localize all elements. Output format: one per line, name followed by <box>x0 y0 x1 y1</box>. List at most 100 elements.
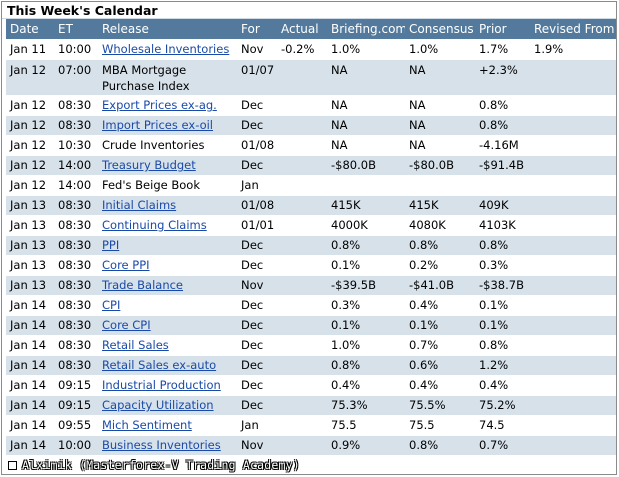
release-link[interactable]: CPI <box>102 298 121 312</box>
cell-consensus: 0.4% <box>405 295 475 316</box>
cell-prior: 4103K <box>475 215 530 236</box>
cell-briefing: 0.9% <box>327 435 405 456</box>
cell-date: Jan 14 <box>6 315 54 336</box>
release-link[interactable]: Treasury Budget <box>102 158 196 172</box>
cell-date: Jan 14 <box>6 295 54 316</box>
table-row: Jan 13 08:30 Continuing Claims 01/01 4000K 40… <box>6 215 616 236</box>
column-header-release: Release <box>98 19 237 39</box>
cell-consensus <box>405 175 475 196</box>
table-row: Jan 14 09:15 Capacity Utilization Dec 75.3% 7… <box>6 395 616 416</box>
cell-time: 08:30 <box>54 295 98 316</box>
cell-time: 10:00 <box>54 39 98 60</box>
release-link[interactable]: Core CPI <box>102 318 151 332</box>
cell-consensus: -$80.0B <box>405 155 475 176</box>
cell-for: Dec <box>237 95 277 116</box>
cell-briefing: 0.4% <box>327 375 405 396</box>
release-link[interactable]: Capacity Utilization <box>102 398 214 412</box>
cell-consensus: 75.5% <box>405 395 475 416</box>
cell-for: 01/07 <box>237 59 277 96</box>
cell-briefing: 75.5 <box>327 415 405 436</box>
cell-date: Jan 13 <box>6 255 54 276</box>
cell-date: Jan 14 <box>6 375 54 396</box>
release-link[interactable]: PPI <box>102 238 120 252</box>
cell-date: Jan 12 <box>6 135 54 156</box>
cell-for: Dec <box>237 235 277 256</box>
cell-revised-from <box>530 115 616 136</box>
cell-time: 08:30 <box>54 115 98 136</box>
release-link[interactable]: Continuing Claims <box>102 218 207 232</box>
cell-consensus: NA <box>405 115 475 136</box>
cell-release: Core PPI <box>98 255 237 276</box>
cell-date: Jan 12 <box>6 155 54 176</box>
release-link[interactable]: Mich Sentiment <box>102 418 192 432</box>
cell-actual <box>277 235 327 256</box>
cell-consensus: 0.1% <box>405 315 475 336</box>
table-row: Jan 13 08:30 Initial Claims 01/08 415K 415K 40… <box>6 195 616 216</box>
cell-time: 08:30 <box>54 95 98 116</box>
column-header-prior: Prior <box>475 19 530 39</box>
cell-for: Dec <box>237 335 277 356</box>
table-row: Jan 14 08:30 CPI Dec 0.3% 0.4% 0.1% <box>6 295 616 316</box>
cell-briefing: 0.3% <box>327 295 405 316</box>
cell-for: Dec <box>237 295 277 316</box>
release-link[interactable]: Export Prices ex-ag. <box>102 98 217 112</box>
cell-time: 08:30 <box>54 195 98 216</box>
table-body: Jan 11 10:00 Wholesale Inventories Nov -0.2%… <box>6 39 616 456</box>
cell-actual <box>277 395 327 416</box>
release-link[interactable]: Business Inventories <box>102 438 221 452</box>
table-row: Jan 13 08:30 Core PPI Dec 0.1% 0.2% 0.3% <box>6 255 616 276</box>
cell-release: Crude Inventories <box>98 135 237 156</box>
cell-revised-from <box>530 155 616 176</box>
table-row: Jan 12 07:00 MBA Mortgage Purchase Index 01… <box>6 59 616 96</box>
cell-release: MBA Mortgage Purchase Index <box>98 59 237 96</box>
cell-actual <box>277 135 327 156</box>
cell-briefing: 415K <box>327 195 405 216</box>
cell-consensus: 0.4% <box>405 375 475 396</box>
cell-release: Import Prices ex-oil <box>98 115 237 136</box>
cell-actual <box>277 355 327 376</box>
cell-time: 09:55 <box>54 415 98 436</box>
release-link[interactable]: Retail Sales ex-auto <box>102 358 217 372</box>
cell-briefing <box>327 175 405 196</box>
release-link[interactable]: Industrial Production <box>102 378 221 392</box>
cell-date: Jan 14 <box>6 395 54 416</box>
cell-for: Jan <box>237 415 277 436</box>
cell-release: Treasury Budget <box>98 155 237 176</box>
release-link[interactable]: Wholesale Inventories <box>102 41 230 56</box>
cell-consensus: 0.8% <box>405 235 475 256</box>
cell-date: Jan 12 <box>6 115 54 136</box>
cell-actual <box>277 155 327 176</box>
table-row: Jan 12 14:00 Fed's Beige Book Jan <box>6 175 616 196</box>
table-row: Jan 14 10:00 Business Inventories Nov 0.9% 0.… <box>6 435 616 456</box>
cell-prior: -$91.4B <box>475 155 530 176</box>
column-header-revised-from: Revised From <box>530 19 616 39</box>
cell-release: Retail Sales <box>98 335 237 356</box>
cell-briefing: NA <box>327 59 405 96</box>
table-row: Jan 13 08:30 PPI Dec 0.8% 0.8% 0.8% <box>6 235 616 256</box>
cell-prior: 0.1% <box>475 295 530 316</box>
cell-date: Jan 12 <box>6 175 54 196</box>
release-link[interactable]: Retail Sales <box>102 338 169 352</box>
cell-briefing: 0.8% <box>327 355 405 376</box>
cell-prior: 0.8% <box>475 235 530 256</box>
table-row: Jan 14 09:15 Industrial Production Dec 0.4% 0… <box>6 375 616 396</box>
cell-actual <box>277 59 327 96</box>
cell-prior: 0.4% <box>475 375 530 396</box>
cell-time: 08:30 <box>54 275 98 296</box>
release-link[interactable]: Trade Balance <box>102 278 184 292</box>
table-row: Jan 14 08:30 Retail Sales ex-auto Dec 0.8% 0.… <box>6 355 616 376</box>
cell-time: 14:00 <box>54 155 98 176</box>
release-link[interactable]: Initial Claims <box>102 198 177 212</box>
table-row: Jan 14 09:55 Mich Sentiment Jan 75.5 75.5 74.5 <box>6 415 616 436</box>
cell-prior: 1.7% <box>475 39 530 60</box>
release-link[interactable]: Import Prices ex-oil <box>102 118 213 132</box>
cell-for: Jan <box>237 175 277 196</box>
cell-briefing: NA <box>327 95 405 116</box>
footer-text: Alximik (Masterforex-V Trading Academy) <box>22 458 300 472</box>
cell-prior: 0.1% <box>475 315 530 336</box>
cell-revised-from: 1.9% <box>530 39 616 60</box>
cell-briefing: NA <box>327 135 405 156</box>
cell-revised-from <box>530 355 616 376</box>
cell-release: Capacity Utilization <box>98 395 237 416</box>
release-link[interactable]: Core PPI <box>102 258 150 272</box>
